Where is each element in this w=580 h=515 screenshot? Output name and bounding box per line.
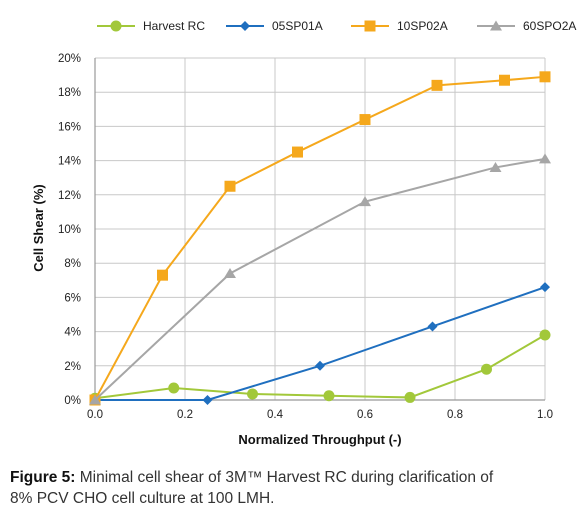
caption-label: Figure 5: <box>10 469 76 486</box>
legend-label: 05SP01A <box>272 19 323 33</box>
data-point-60spo2a <box>539 153 551 164</box>
series-60spo2a <box>89 153 551 405</box>
data-point-harvest-rc <box>247 388 258 400</box>
y-tick-label: 2% <box>64 361 81 373</box>
series-10sp02a <box>89 71 551 406</box>
data-point-10sp02a <box>499 74 510 86</box>
y-tick-label: 18% <box>58 87 81 99</box>
data-point-60spo2a <box>489 161 502 172</box>
legend: Harvest RC 05SP01A 10SP02A 60SPO2A <box>97 19 576 33</box>
x-axis-title: Normalized Throughput (-) <box>238 432 401 447</box>
y-tick-label: 8% <box>64 258 81 270</box>
legend-item-60spo2a: 60SPO2A <box>477 19 576 33</box>
legend-swatch-marker <box>364 20 376 32</box>
x-tick-label: 0.8 <box>447 409 463 421</box>
caption-text-1: Minimal cell shear of 3M™ Harvest RC dur… <box>75 469 494 486</box>
x-tick-label: 0.0 <box>87 409 103 421</box>
chart: Harvest RC 05SP01A 10SP02A 60SPO2A 0% 2% 4% 6%… <box>31 19 576 447</box>
caption-text-2: 8% PCV CHO cell culture at 100 LMH. <box>10 490 275 507</box>
x-tick-label: 0.4 <box>267 409 284 421</box>
data-point-harvest-rc <box>539 329 551 341</box>
series-05sp01a <box>90 282 550 405</box>
data-point-05sp01a <box>540 282 550 293</box>
data-point-10sp02a <box>431 79 443 91</box>
y-tick-label: 20% <box>58 53 81 65</box>
legend-item-harvest-rc: Harvest RC <box>97 19 205 33</box>
caption-line-1: Figure 5: Minimal cell shear of 3M™ Harv… <box>10 469 493 487</box>
data-point-60spo2a <box>89 394 101 405</box>
legend-swatch-marker <box>490 20 502 31</box>
data-point-10sp02a <box>157 269 168 281</box>
y-tick-label: 16% <box>58 121 81 133</box>
data-point-05sp01a <box>202 395 213 405</box>
legend-label: 60SPO2A <box>523 19 576 33</box>
x-tick-label: 1.0 <box>537 409 553 421</box>
series-line-05sp01a <box>95 286 546 401</box>
ticks: 0% 2% 4% 6% 8% 10% 12% 14% 16% 18% 20% 0.0 0.2 0.4 0.6… <box>58 53 553 421</box>
legend-item-05sp01a: 05SP01A <box>226 19 323 33</box>
data-point-60spo2a <box>359 196 371 207</box>
data-point-harvest-rc <box>404 391 416 403</box>
x-tick-label: 0.2 <box>177 409 193 421</box>
data-point-10sp02a <box>359 114 371 126</box>
y-tick-label: 10% <box>58 224 81 236</box>
y-axis-title: Cell Shear (%) <box>31 184 46 271</box>
legend-label: Harvest RC <box>143 19 205 33</box>
data-point-05sp01a <box>315 360 325 371</box>
data-point-60spo2a <box>224 267 236 278</box>
series-layer <box>89 71 551 406</box>
y-tick-label: 14% <box>58 156 81 168</box>
y-tick-label: 6% <box>64 292 81 304</box>
data-point-harvest-rc <box>323 390 335 402</box>
data-point-harvest-rc <box>168 382 180 394</box>
data-point-10sp02a <box>224 180 236 192</box>
legend-label: 10SP02A <box>397 19 448 33</box>
y-tick-label: 4% <box>64 327 81 339</box>
grid <box>94 57 546 401</box>
legend-item-10sp02a: 10SP02A <box>351 19 448 33</box>
y-tick-label: 0% <box>64 395 81 407</box>
data-point-10sp02a <box>292 146 303 158</box>
legend-swatch-marker <box>110 20 122 32</box>
data-point-harvest-rc <box>481 363 492 375</box>
data-point-05sp01a <box>427 321 438 332</box>
data-point-10sp02a <box>539 71 551 83</box>
x-tick-label: 0.6 <box>357 409 373 421</box>
legend-swatch-marker <box>240 21 250 31</box>
series-line-10sp02a <box>94 75 546 401</box>
y-tick-label: 12% <box>58 190 81 202</box>
caption-line-2: 8% PCV CHO cell culture at 100 LMH. <box>10 490 274 508</box>
